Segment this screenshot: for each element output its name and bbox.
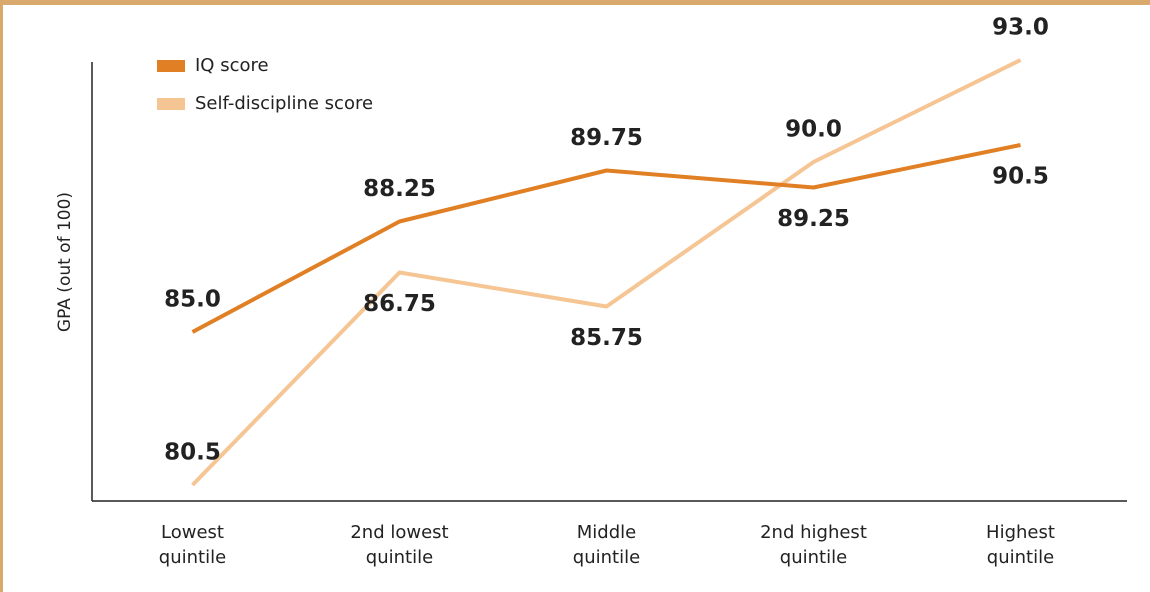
value-label: 85.0	[164, 287, 221, 313]
legend-swatch	[157, 60, 185, 72]
legend-label: Self-discipline score	[195, 93, 373, 114]
value-label: 80.5	[164, 440, 221, 466]
x-tick-label: 2nd highest quintile	[760, 522, 867, 568]
series-line	[191, 58, 1022, 487]
frame-top	[0, 0, 1150, 5]
series-line	[191, 143, 1021, 334]
legend-label: IQ score	[195, 55, 269, 76]
legend-swatch	[157, 98, 185, 110]
value-label: 88.25	[363, 176, 436, 202]
value-label: 93.0	[992, 15, 1049, 41]
x-tick-label: 2nd lowest quintile	[350, 522, 449, 568]
y-axis-title: GPA (out of 100)	[55, 192, 75, 332]
x-tick-label: Highest quintile	[986, 522, 1055, 568]
value-label: 90.0	[785, 117, 842, 143]
value-label: 89.75	[570, 125, 643, 151]
x-tick-label: Middle quintile	[572, 522, 641, 568]
value-label: 86.75	[363, 291, 436, 317]
x-tick-label: Lowest quintile	[158, 522, 227, 568]
frame-left	[0, 0, 3, 592]
value-label: 89.25	[777, 206, 850, 232]
value-label: 90.5	[992, 164, 1049, 190]
value-label: 85.75	[570, 325, 643, 351]
